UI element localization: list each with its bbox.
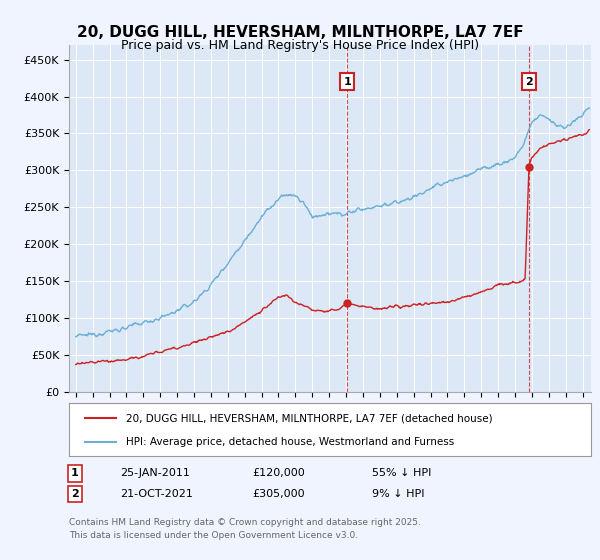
Text: 1: 1 [71, 468, 79, 478]
Text: 20, DUGG HILL, HEVERSHAM, MILNTHORPE, LA7 7EF (detached house): 20, DUGG HILL, HEVERSHAM, MILNTHORPE, LA… [127, 413, 493, 423]
Text: Price paid vs. HM Land Registry's House Price Index (HPI): Price paid vs. HM Land Registry's House … [121, 39, 479, 52]
Text: 9% ↓ HPI: 9% ↓ HPI [372, 489, 425, 499]
Text: £305,000: £305,000 [252, 489, 305, 499]
Text: 1: 1 [343, 77, 351, 87]
Text: 2: 2 [71, 489, 79, 499]
Text: 2: 2 [525, 77, 533, 87]
Text: 21-OCT-2021: 21-OCT-2021 [120, 489, 193, 499]
Text: 25-JAN-2011: 25-JAN-2011 [120, 468, 190, 478]
Text: 55% ↓ HPI: 55% ↓ HPI [372, 468, 431, 478]
Text: 20, DUGG HILL, HEVERSHAM, MILNTHORPE, LA7 7EF: 20, DUGG HILL, HEVERSHAM, MILNTHORPE, LA… [77, 25, 523, 40]
Text: £120,000: £120,000 [252, 468, 305, 478]
Text: HPI: Average price, detached house, Westmorland and Furness: HPI: Average price, detached house, West… [127, 436, 455, 446]
Text: Contains HM Land Registry data © Crown copyright and database right 2025.
This d: Contains HM Land Registry data © Crown c… [69, 518, 421, 539]
